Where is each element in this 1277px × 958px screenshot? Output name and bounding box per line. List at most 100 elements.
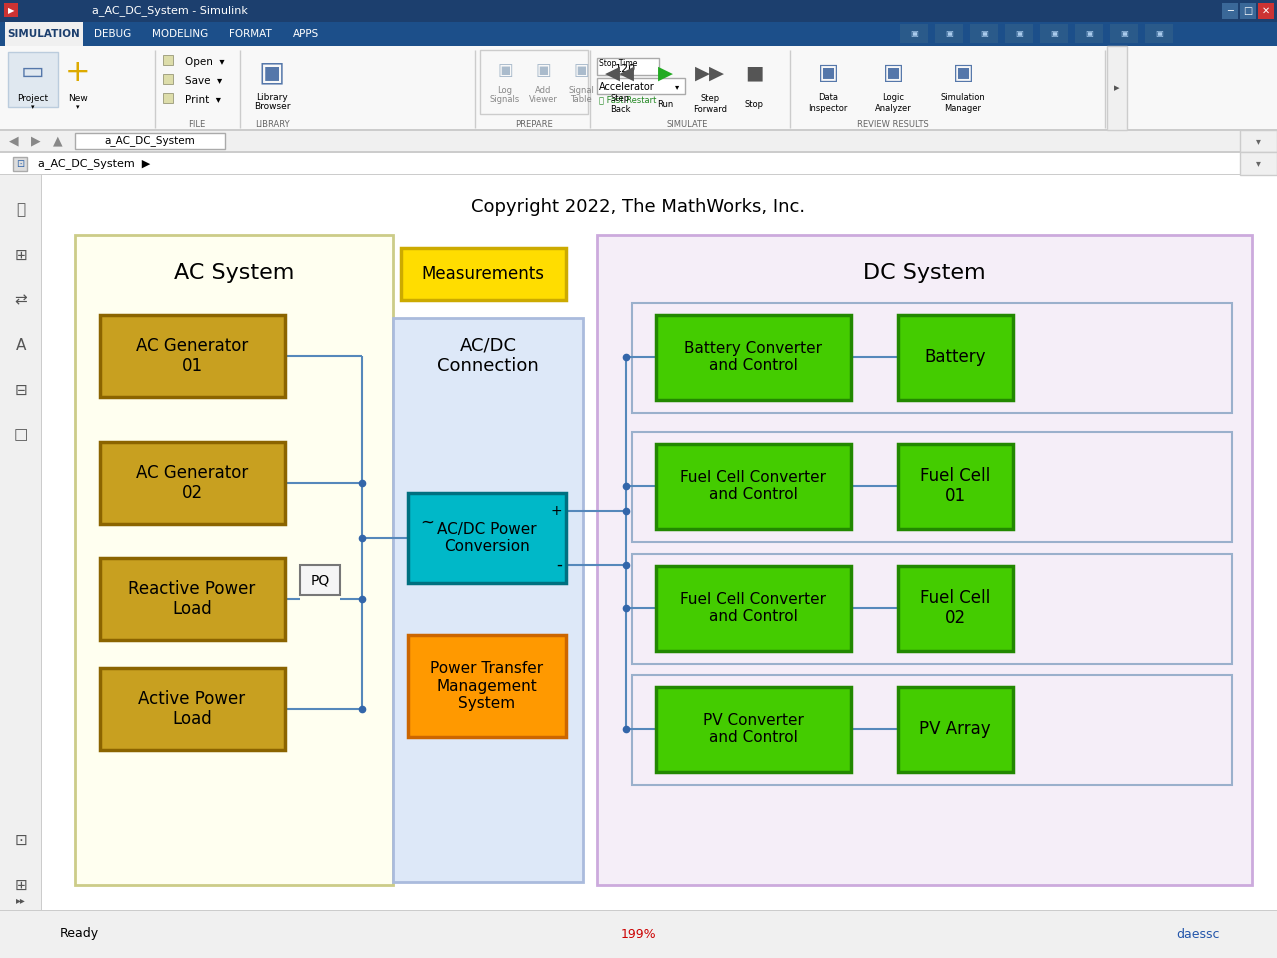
Bar xyxy=(656,444,850,529)
Bar xyxy=(75,133,225,149)
Text: New: New xyxy=(68,94,88,103)
Text: ▣: ▣ xyxy=(535,61,550,79)
Bar xyxy=(598,58,659,75)
Text: ▶: ▶ xyxy=(658,63,673,82)
Text: Print  ▾: Print ▾ xyxy=(185,95,221,105)
Text: □: □ xyxy=(1244,6,1253,16)
Bar xyxy=(632,432,1232,542)
Text: ▾: ▾ xyxy=(31,104,34,110)
Bar xyxy=(100,558,285,640)
Bar xyxy=(407,493,566,583)
Text: ▶: ▶ xyxy=(31,134,41,148)
Text: ▾: ▾ xyxy=(77,104,79,110)
Text: Data
Inspector: Data Inspector xyxy=(808,93,848,113)
Text: a_AC_DC_System - Simulink: a_AC_DC_System - Simulink xyxy=(92,6,248,16)
Bar xyxy=(393,318,584,882)
Text: Fuel Cell Converter
and Control: Fuel Cell Converter and Control xyxy=(679,592,826,625)
Bar xyxy=(1258,3,1274,19)
Text: AC/DC
Connection: AC/DC Connection xyxy=(437,336,539,376)
Text: Project: Project xyxy=(18,94,49,103)
Bar xyxy=(1107,46,1128,130)
Text: ⊞: ⊞ xyxy=(14,878,27,893)
Text: -: - xyxy=(555,556,562,574)
Text: FILE: FILE xyxy=(189,120,206,128)
Text: ▣: ▣ xyxy=(259,58,285,86)
Text: LIBRARY: LIBRARY xyxy=(254,120,290,128)
Bar xyxy=(163,93,172,103)
Text: SIMULATION: SIMULATION xyxy=(8,29,80,39)
Bar xyxy=(8,52,57,107)
Bar xyxy=(1039,24,1068,43)
Text: PV Array: PV Array xyxy=(919,720,991,738)
Text: ▸▸: ▸▸ xyxy=(17,895,26,905)
Bar xyxy=(5,22,83,46)
Bar xyxy=(0,46,1277,130)
Text: ◀◀: ◀◀ xyxy=(605,63,635,82)
Text: 🔍: 🔍 xyxy=(17,202,26,217)
Text: ─: ─ xyxy=(1227,6,1232,16)
Bar xyxy=(866,53,916,98)
Bar xyxy=(1240,130,1277,152)
Bar xyxy=(598,78,684,94)
Text: ▣: ▣ xyxy=(979,29,988,37)
Text: daessc: daessc xyxy=(1176,927,1220,941)
Text: FORMAT: FORMAT xyxy=(229,29,272,39)
Text: ■: ■ xyxy=(744,63,764,82)
Text: SIMULATE: SIMULATE xyxy=(667,120,707,128)
Bar xyxy=(4,3,18,17)
Text: +: + xyxy=(550,504,562,518)
Text: □: □ xyxy=(14,427,28,443)
Text: Add: Add xyxy=(535,85,552,95)
Text: Logic
Analyzer: Logic Analyzer xyxy=(875,93,912,113)
Text: REVIEW RESULTS: REVIEW RESULTS xyxy=(857,120,928,128)
Bar xyxy=(0,0,1277,22)
Bar xyxy=(0,129,1277,130)
Bar xyxy=(100,668,285,750)
Text: a_AC_DC_System  ▶: a_AC_DC_System ▶ xyxy=(38,158,151,170)
Bar xyxy=(163,74,172,84)
Bar xyxy=(300,565,340,595)
Bar xyxy=(632,675,1232,785)
Bar xyxy=(936,53,986,98)
Text: Power Transfer
Management
System: Power Transfer Management System xyxy=(430,661,544,711)
Text: AC Generator
02: AC Generator 02 xyxy=(135,464,248,502)
Text: Table: Table xyxy=(570,95,591,103)
Text: Stop Time: Stop Time xyxy=(599,59,637,68)
Bar xyxy=(0,910,1277,911)
Bar xyxy=(900,24,928,43)
Text: ⊞: ⊞ xyxy=(14,247,27,262)
Text: ▣: ▣ xyxy=(817,63,839,83)
Text: ⇄: ⇄ xyxy=(14,292,27,308)
Bar xyxy=(0,130,1277,131)
Text: ▣: ▣ xyxy=(1085,29,1093,37)
Bar xyxy=(935,24,963,43)
Text: +: + xyxy=(65,57,91,86)
Text: Viewer: Viewer xyxy=(529,95,558,103)
Text: ▣: ▣ xyxy=(945,29,953,37)
Bar xyxy=(801,53,850,98)
Text: APPS: APPS xyxy=(292,29,319,39)
Text: ⊟: ⊟ xyxy=(14,382,27,398)
Bar xyxy=(0,175,42,910)
Text: Active Power
Load: Active Power Load xyxy=(138,690,245,728)
Text: ▾: ▾ xyxy=(1255,158,1260,168)
Text: Accelerator: Accelerator xyxy=(599,82,655,92)
Bar xyxy=(42,175,1277,910)
Text: AC Generator
01: AC Generator 01 xyxy=(135,336,248,376)
Text: Save  ▾: Save ▾ xyxy=(185,76,222,86)
Text: ▣: ▣ xyxy=(953,63,973,83)
Bar xyxy=(656,315,850,400)
Bar xyxy=(246,52,298,107)
Bar xyxy=(898,566,1013,651)
Text: ▣: ▣ xyxy=(573,61,589,79)
Text: ▣: ▣ xyxy=(882,63,904,83)
Bar xyxy=(100,315,285,397)
Text: AC System: AC System xyxy=(174,263,294,283)
Text: ▣: ▣ xyxy=(911,29,918,37)
Text: Reactive Power
Load: Reactive Power Load xyxy=(129,580,255,619)
Text: ✕: ✕ xyxy=(1262,6,1271,16)
Text: Library: Library xyxy=(257,93,287,102)
Text: ▲: ▲ xyxy=(54,134,63,148)
Text: ▶▶: ▶▶ xyxy=(695,63,725,82)
Bar xyxy=(0,152,1277,175)
